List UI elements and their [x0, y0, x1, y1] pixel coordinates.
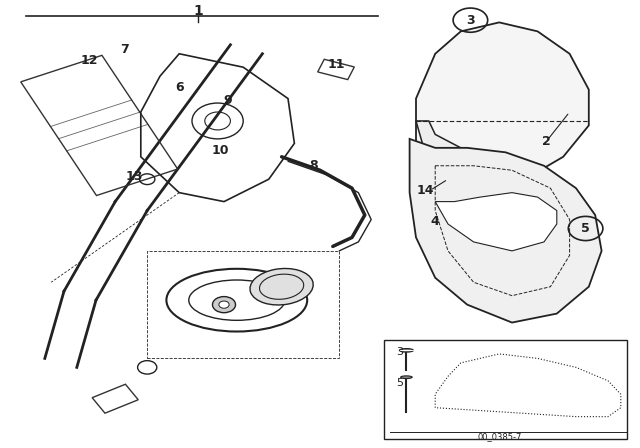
Text: 3: 3: [397, 347, 403, 357]
Text: 5: 5: [397, 378, 403, 388]
Ellipse shape: [250, 268, 313, 305]
Text: 1: 1: [193, 4, 204, 18]
Polygon shape: [435, 193, 557, 251]
Text: 2: 2: [542, 134, 551, 148]
Text: 5: 5: [581, 222, 590, 235]
Polygon shape: [410, 139, 602, 323]
Circle shape: [212, 297, 236, 313]
Text: 14: 14: [417, 184, 435, 197]
Text: 12: 12: [81, 54, 99, 67]
Text: 11: 11: [327, 58, 345, 72]
Ellipse shape: [399, 349, 413, 352]
Ellipse shape: [401, 376, 412, 379]
Text: 4: 4: [431, 215, 440, 228]
Text: 8: 8: [309, 159, 318, 172]
Text: 13: 13: [125, 170, 143, 184]
Text: 00_0385-7: 00_0385-7: [477, 432, 522, 441]
Text: 3: 3: [466, 13, 475, 27]
Circle shape: [219, 301, 229, 308]
Text: 6: 6: [175, 81, 184, 94]
Text: 7: 7: [120, 43, 129, 56]
FancyBboxPatch shape: [384, 340, 627, 439]
Polygon shape: [416, 121, 538, 202]
Text: 9: 9: [223, 94, 232, 108]
Polygon shape: [416, 22, 589, 188]
Text: 10: 10: [212, 143, 230, 157]
